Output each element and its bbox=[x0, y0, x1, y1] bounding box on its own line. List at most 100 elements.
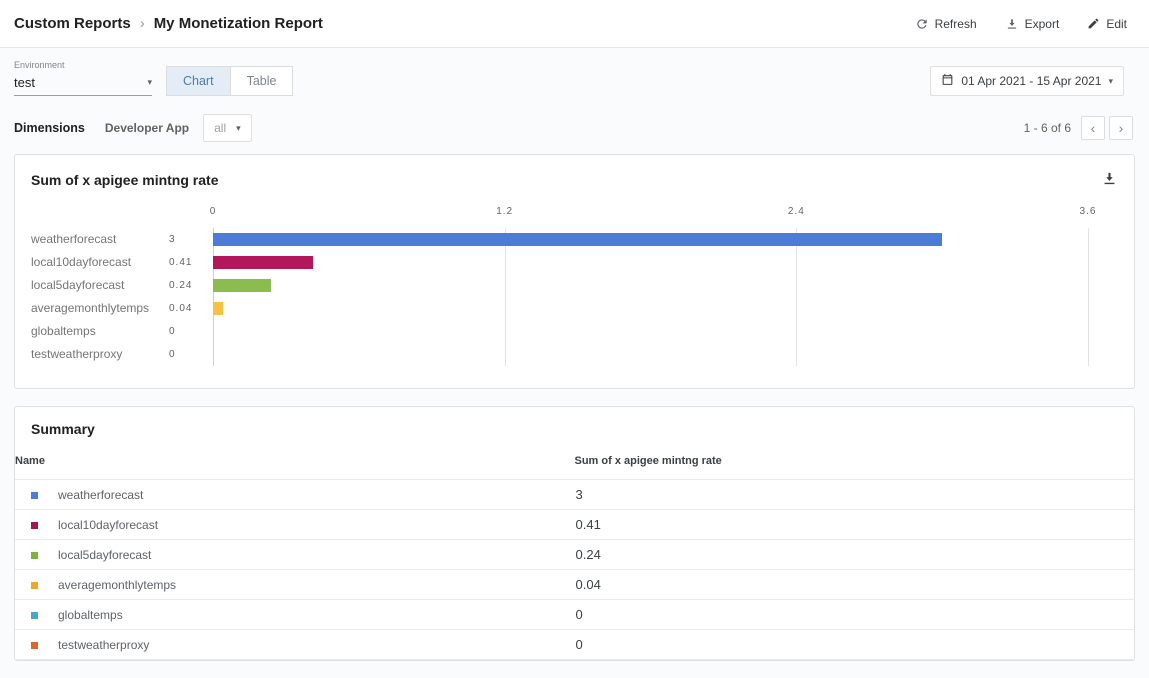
legend-color-swatch bbox=[31, 611, 38, 619]
caret-down-icon: ▾ bbox=[236, 122, 241, 133]
chart-x-axis: 0 1.2 2.4 3.6 bbox=[209, 206, 1096, 220]
summary-row-value: 0 bbox=[574, 599, 1134, 630]
summary-row-name: local5dayforecast bbox=[58, 547, 152, 562]
chart-bar[interactable] bbox=[213, 279, 272, 292]
chart-category-label: averagemonthlytemps bbox=[31, 301, 150, 315]
summary-column-value: Sum of x apigee mintng rate bbox=[574, 451, 1134, 480]
chart-bar-row bbox=[213, 228, 1088, 251]
chart-value-label: 0.04 bbox=[169, 303, 193, 314]
chart-category-label: local10dayforecast bbox=[31, 255, 132, 269]
chart-value-label: 0.41 bbox=[169, 257, 193, 268]
environment-value: test bbox=[14, 75, 35, 90]
header-actions: Refresh Export Edit bbox=[915, 17, 1127, 31]
summary-column-name: Name bbox=[15, 451, 575, 480]
chart-category-label: globaltemps bbox=[31, 324, 96, 338]
chart-value-labels: 3 0.41 0.24 0.04 0 0 bbox=[169, 228, 213, 366]
refresh-button[interactable]: Refresh bbox=[915, 17, 977, 31]
summary-row-value: 0.41 bbox=[574, 509, 1134, 540]
chart-bar-row bbox=[213, 251, 1088, 274]
dimension-value-select[interactable]: all ▾ bbox=[203, 114, 252, 142]
chart-card: Sum of x apigee mintng rate 0 1.2 2.4 3.6 w… bbox=[14, 154, 1135, 389]
dimensions-row: Dimensions Developer App all ▾ 1 - 6 of … bbox=[0, 96, 1149, 154]
page-title: My Monetization Report bbox=[153, 15, 323, 32]
summary-row-value: 3 bbox=[574, 479, 1134, 510]
pagination: 1 - 6 of 6 ‹ › bbox=[1024, 116, 1133, 140]
chart-category-label: testweatherproxy bbox=[31, 347, 123, 361]
download-icon bbox=[1005, 17, 1019, 31]
x-axis-tick-label: 3.6 bbox=[1079, 206, 1097, 217]
summary-row: weatherforecast 3 bbox=[15, 479, 1134, 510]
summary-row: testweatherproxy 0 bbox=[15, 629, 1134, 660]
chart-title: Sum of x apigee mintng rate bbox=[31, 172, 219, 188]
gridline bbox=[796, 228, 798, 366]
chart-download-button[interactable] bbox=[1101, 170, 1118, 190]
chart-bar[interactable] bbox=[213, 256, 313, 269]
summary-row: local10dayforecast 0.41 bbox=[15, 509, 1134, 540]
calendar-icon bbox=[941, 73, 954, 89]
summary-row-name: local10dayforecast bbox=[58, 517, 159, 532]
edit-label: Edit bbox=[1106, 16, 1127, 31]
chart-tab[interactable]: Chart bbox=[166, 66, 230, 96]
pagination-next-button[interactable]: › bbox=[1109, 116, 1133, 140]
chart-bar-row bbox=[213, 297, 1088, 320]
legend-color-swatch bbox=[31, 641, 38, 649]
chart-bar[interactable] bbox=[213, 233, 943, 246]
x-axis-tick-label: 2.4 bbox=[787, 206, 805, 217]
view-toggle: Chart Table bbox=[166, 66, 294, 96]
summary-row-value: 0.04 bbox=[574, 569, 1134, 600]
dimension-value: all bbox=[214, 121, 227, 135]
table-tab[interactable]: Table bbox=[229, 66, 294, 96]
chart-plot bbox=[213, 228, 1089, 366]
chart-value-label: 0 bbox=[169, 326, 176, 337]
summary-row-name: globaltemps bbox=[58, 607, 123, 622]
x-axis-tick-label: 0 bbox=[209, 206, 217, 217]
refresh-icon bbox=[915, 17, 929, 31]
legend-color-swatch bbox=[31, 491, 38, 499]
chart-value-label: 0.24 bbox=[169, 280, 193, 291]
download-icon bbox=[1101, 172, 1118, 190]
breadcrumb: Custom Reports › My Monetization Report bbox=[14, 15, 323, 32]
summary-row-name: testweatherproxy bbox=[58, 637, 150, 652]
summary-row-value: 0 bbox=[574, 629, 1134, 660]
gridline bbox=[213, 228, 214, 366]
caret-down-icon: ▾ bbox=[147, 77, 152, 87]
top-bar: Custom Reports › My Monetization Report … bbox=[0, 0, 1149, 48]
summary-row: globaltemps 0 bbox=[15, 599, 1134, 630]
summary-row: local5dayforecast 0.24 bbox=[15, 539, 1134, 570]
dimension-developer-app-label: Developer App bbox=[104, 121, 190, 135]
x-axis-tick-label: 1.2 bbox=[496, 206, 514, 217]
chart-bar-row bbox=[213, 343, 1088, 366]
summary-row-name: weatherforecast bbox=[58, 487, 144, 502]
summary-card: Summary Name Sum of x apigee mintng rate… bbox=[14, 406, 1135, 661]
chevron-left-icon: ‹ bbox=[1090, 120, 1096, 136]
breadcrumb-custom-reports[interactable]: Custom Reports bbox=[14, 15, 131, 32]
dimensions-label: Dimensions bbox=[14, 121, 85, 135]
legend-color-swatch bbox=[31, 581, 38, 589]
pencil-icon bbox=[1087, 17, 1100, 30]
date-range-value: 01 Apr 2021 - 15 Apr 2021 bbox=[961, 74, 1102, 88]
caret-down-icon: ▾ bbox=[1108, 75, 1113, 86]
chart-bar-row bbox=[213, 274, 1088, 297]
summary-table-body: weatherforecast 3 local10dayforecast 0.41 lo… bbox=[15, 479, 1134, 660]
export-button[interactable]: Export bbox=[1005, 17, 1059, 31]
chart-bar[interactable] bbox=[213, 302, 223, 315]
edit-button[interactable]: Edit bbox=[1087, 17, 1127, 31]
environment-label: Environment bbox=[14, 60, 65, 70]
chart-category-labels: weatherforecast local10dayforecast local5d… bbox=[31, 228, 169, 366]
chart-category-label: local5dayforecast bbox=[31, 278, 125, 292]
summary-row-value: 0.24 bbox=[574, 539, 1134, 570]
chevron-right-icon: › bbox=[1118, 120, 1124, 136]
gridline bbox=[504, 228, 506, 366]
date-range-picker[interactable]: 01 Apr 2021 - 15 Apr 2021 ▾ bbox=[930, 66, 1124, 96]
chart-value-label: 0 bbox=[169, 349, 176, 360]
pagination-text: 1 - 6 of 6 bbox=[1023, 121, 1071, 135]
environment-select[interactable]: Environment test ▾ bbox=[14, 60, 152, 96]
summary-row-name: averagemonthlytemps bbox=[58, 577, 177, 592]
legend-color-swatch bbox=[31, 521, 38, 529]
chart-category-label: weatherforecast bbox=[31, 232, 117, 246]
summary-row: averagemonthlytemps 0.04 bbox=[15, 569, 1134, 600]
pagination-prev-button[interactable]: ‹ bbox=[1081, 116, 1105, 140]
summary-title: Summary bbox=[31, 421, 95, 437]
bar-chart: 0 1.2 2.4 3.6 weatherforecast local10dayfore… bbox=[31, 206, 1118, 366]
chart-bar-row bbox=[213, 320, 1088, 343]
